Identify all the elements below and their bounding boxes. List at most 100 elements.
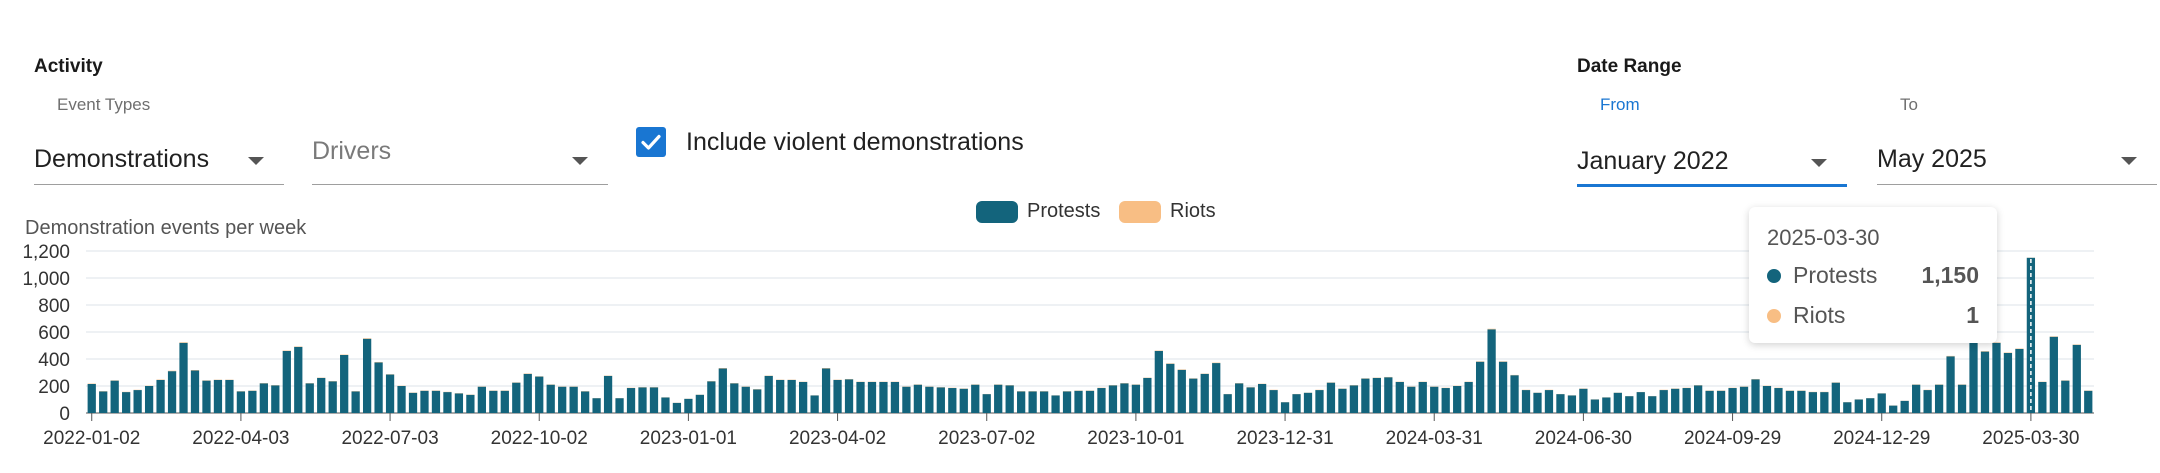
protests-bar[interactable] [362,338,372,413]
protests-bar[interactable] [1097,388,1106,413]
protests-bar[interactable] [672,402,682,414]
protests-bar[interactable] [122,392,131,413]
protests-bar[interactable] [328,381,337,413]
protests-bar[interactable] [1808,392,1818,413]
protests-bar[interactable] [1992,342,2001,413]
protests-bar[interactable] [799,381,808,413]
protests-bar[interactable] [213,379,223,413]
protests-bar[interactable] [856,381,865,413]
protests-bar[interactable] [936,387,945,413]
protests-bar[interactable] [867,381,877,413]
protests-bar[interactable] [1544,390,1554,413]
riots-bar[interactable] [1487,328,1496,330]
protests-bar[interactable] [925,386,934,413]
include-violent-label[interactable]: Include violent demonstrations [686,128,1024,156]
protests-bar[interactable] [971,384,980,413]
protests-bar[interactable] [1682,388,1691,413]
protests-bar[interactable] [1349,385,1359,413]
protests-bar[interactable] [156,379,165,413]
protests-bar[interactable] [1602,397,1611,413]
protests-bar[interactable] [167,371,177,413]
protests-bar[interactable] [500,390,509,413]
protests-bar[interactable] [2003,352,2013,413]
protests-bar[interactable] [764,375,773,414]
legend-label-riots[interactable]: Riots [1170,200,1216,222]
protests-bar[interactable] [592,398,601,413]
protests-bar[interactable] [248,390,257,413]
protests-bar[interactable] [1062,391,1072,413]
protests-bar[interactable] [282,350,291,413]
protests-bar[interactable] [1223,394,1232,413]
riots-bar[interactable] [362,338,372,339]
protests-bar[interactable] [1200,373,1209,413]
protests-bar[interactable] [443,392,452,413]
protests-bar[interactable] [913,384,923,413]
protests-bar[interactable] [707,381,716,413]
protests-bar[interactable] [1957,384,1967,413]
protests-bar[interactable] [1085,390,1095,413]
riots-bar[interactable] [179,342,188,343]
protests-bar[interactable] [569,386,578,413]
protests-bar[interactable] [1797,390,1806,413]
protests-bar[interactable] [1751,379,1760,413]
protests-bar[interactable] [730,383,739,413]
protests-bar[interactable] [512,382,521,414]
protests-bar[interactable] [1143,377,1152,413]
protests-bar[interactable] [1533,392,1542,413]
protests-bar[interactable] [661,397,670,413]
protests-bar[interactable] [1464,381,1473,413]
protests-bar[interactable] [603,375,613,414]
protests-bar[interactable] [2038,381,2047,413]
protests-bar[interactable] [810,395,819,413]
protests-bar[interactable] [1912,384,1921,413]
protests-bar[interactable] [1980,351,1990,413]
protests-bar[interactable] [1372,377,1381,413]
protests-bar[interactable] [1923,390,1932,413]
protests-bar[interactable] [408,392,418,413]
protests-bar[interactable] [1028,391,1037,413]
protests-bar[interactable] [431,390,441,413]
protests-bar[interactable] [1498,361,1508,413]
protests-bar[interactable] [225,379,234,413]
protests-bar[interactable] [1521,390,1531,413]
protests-bar[interactable] [87,383,96,413]
protests-bar[interactable] [2084,390,2093,413]
protests-bar[interactable] [844,379,854,413]
protests-bar[interactable] [718,368,727,413]
protests-bar[interactable] [1074,390,1083,413]
protests-bar[interactable] [454,393,464,413]
protests-bar[interactable] [1395,381,1404,413]
protests-bar[interactable] [948,388,957,413]
protests-bar[interactable] [271,385,280,413]
protests-bar[interactable] [1877,393,1886,413]
protests-bar[interactable] [558,386,567,413]
protests-bar[interactable] [1361,378,1370,413]
protests-bars[interactable] [87,257,2093,414]
protests-bar[interactable] [236,391,246,413]
protests-bar[interactable] [1889,405,1898,413]
protests-bar[interactable] [477,386,486,413]
protests-bar[interactable] [684,398,693,413]
protests-bar[interactable] [1039,391,1049,413]
protests-bar[interactable] [1900,400,1909,413]
protests-bar[interactable] [1189,378,1198,413]
protests-bar[interactable] [179,342,188,413]
protests-bar[interactable] [1579,388,1588,413]
protests-bar[interactable] [190,370,200,413]
protests-bar[interactable] [1843,402,1852,413]
protests-bar[interactable] [1418,381,1427,413]
protests-bar[interactable] [1246,387,1255,413]
protests-bar[interactable] [259,383,268,413]
protests-bar[interactable] [1671,388,1680,413]
protests-bar[interactable] [2049,336,2058,413]
protests-bar[interactable] [879,381,888,413]
protests-bar[interactable] [1785,390,1795,413]
protests-bar[interactable] [2061,380,2070,413]
riots-bars[interactable] [87,257,2093,406]
protests-bar[interactable] [615,398,624,413]
protests-bar[interactable] [1659,390,1668,413]
legend-swatch-protests[interactable] [976,201,1018,223]
protests-bar[interactable] [1946,356,1955,413]
protests-bar[interactable] [776,379,785,413]
protests-bar[interactable] [994,384,1003,413]
